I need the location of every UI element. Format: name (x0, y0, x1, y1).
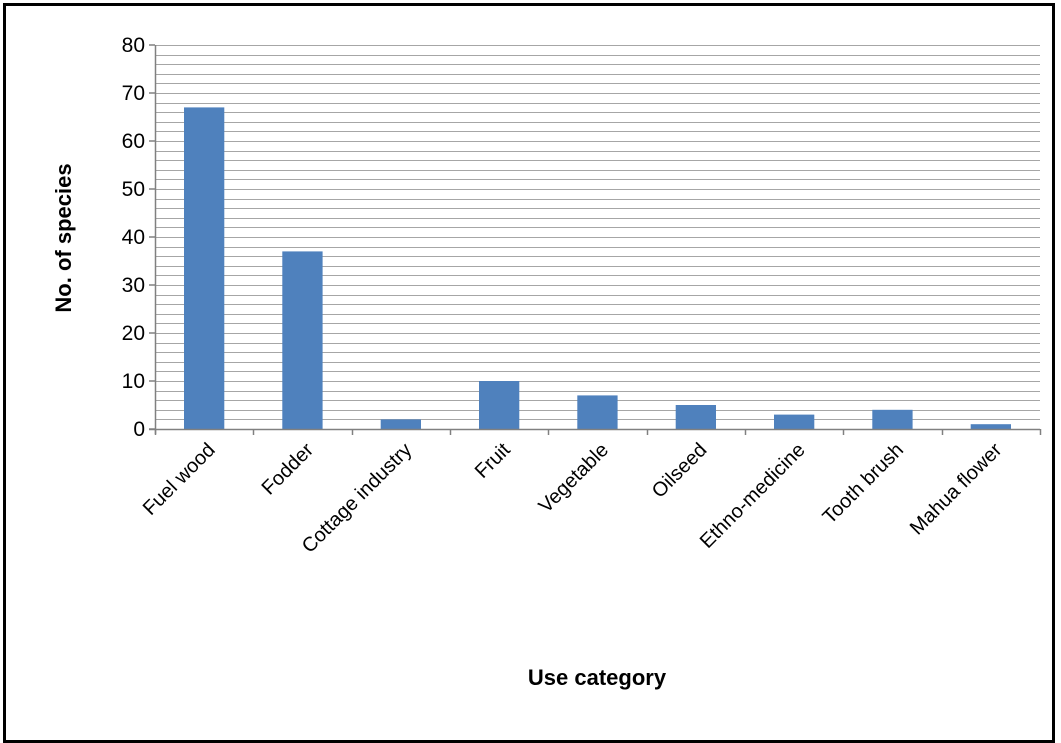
bar (675, 405, 716, 429)
bar (380, 419, 421, 429)
x-tick-label: Oilseed (648, 439, 712, 503)
y-tick-label: 80 (122, 34, 145, 57)
bar (774, 414, 815, 429)
x-tick-label: Mahua flower (906, 439, 1007, 540)
x-tick-label: Fruit (471, 439, 515, 483)
x-axis-title: Use category (528, 665, 667, 690)
y-axis-ticks: 0 10 20 30 40 50 60 70 80 (122, 34, 155, 441)
bar (970, 424, 1011, 429)
bars (184, 107, 1011, 430)
chart-frame (3, 3, 1055, 743)
y-tick-label: 0 (133, 418, 145, 441)
y-tick-label: 30 (122, 274, 145, 297)
x-tick-label: Vegetable (535, 439, 613, 517)
bar (872, 409, 913, 429)
y-tick-label: 10 (122, 370, 145, 393)
x-tick-label: Tooth brush (819, 439, 908, 528)
x-tick-label: Fodder (258, 439, 319, 500)
axes (149, 45, 1040, 434)
bar (577, 395, 618, 429)
y-axis-title: No. of species (51, 163, 76, 312)
bar (184, 107, 225, 430)
x-tick-label: Fuel wood (139, 439, 220, 520)
y-tick-label: 60 (122, 130, 145, 153)
y-tick-label: 50 (122, 178, 145, 201)
bar (282, 251, 323, 429)
y-tick-label: 40 (122, 226, 145, 249)
x-tick-label: Ethno-medicine (696, 439, 810, 553)
y-tick-label: 20 (122, 322, 145, 345)
bar (479, 381, 520, 429)
y-tick-label: 70 (122, 82, 145, 105)
